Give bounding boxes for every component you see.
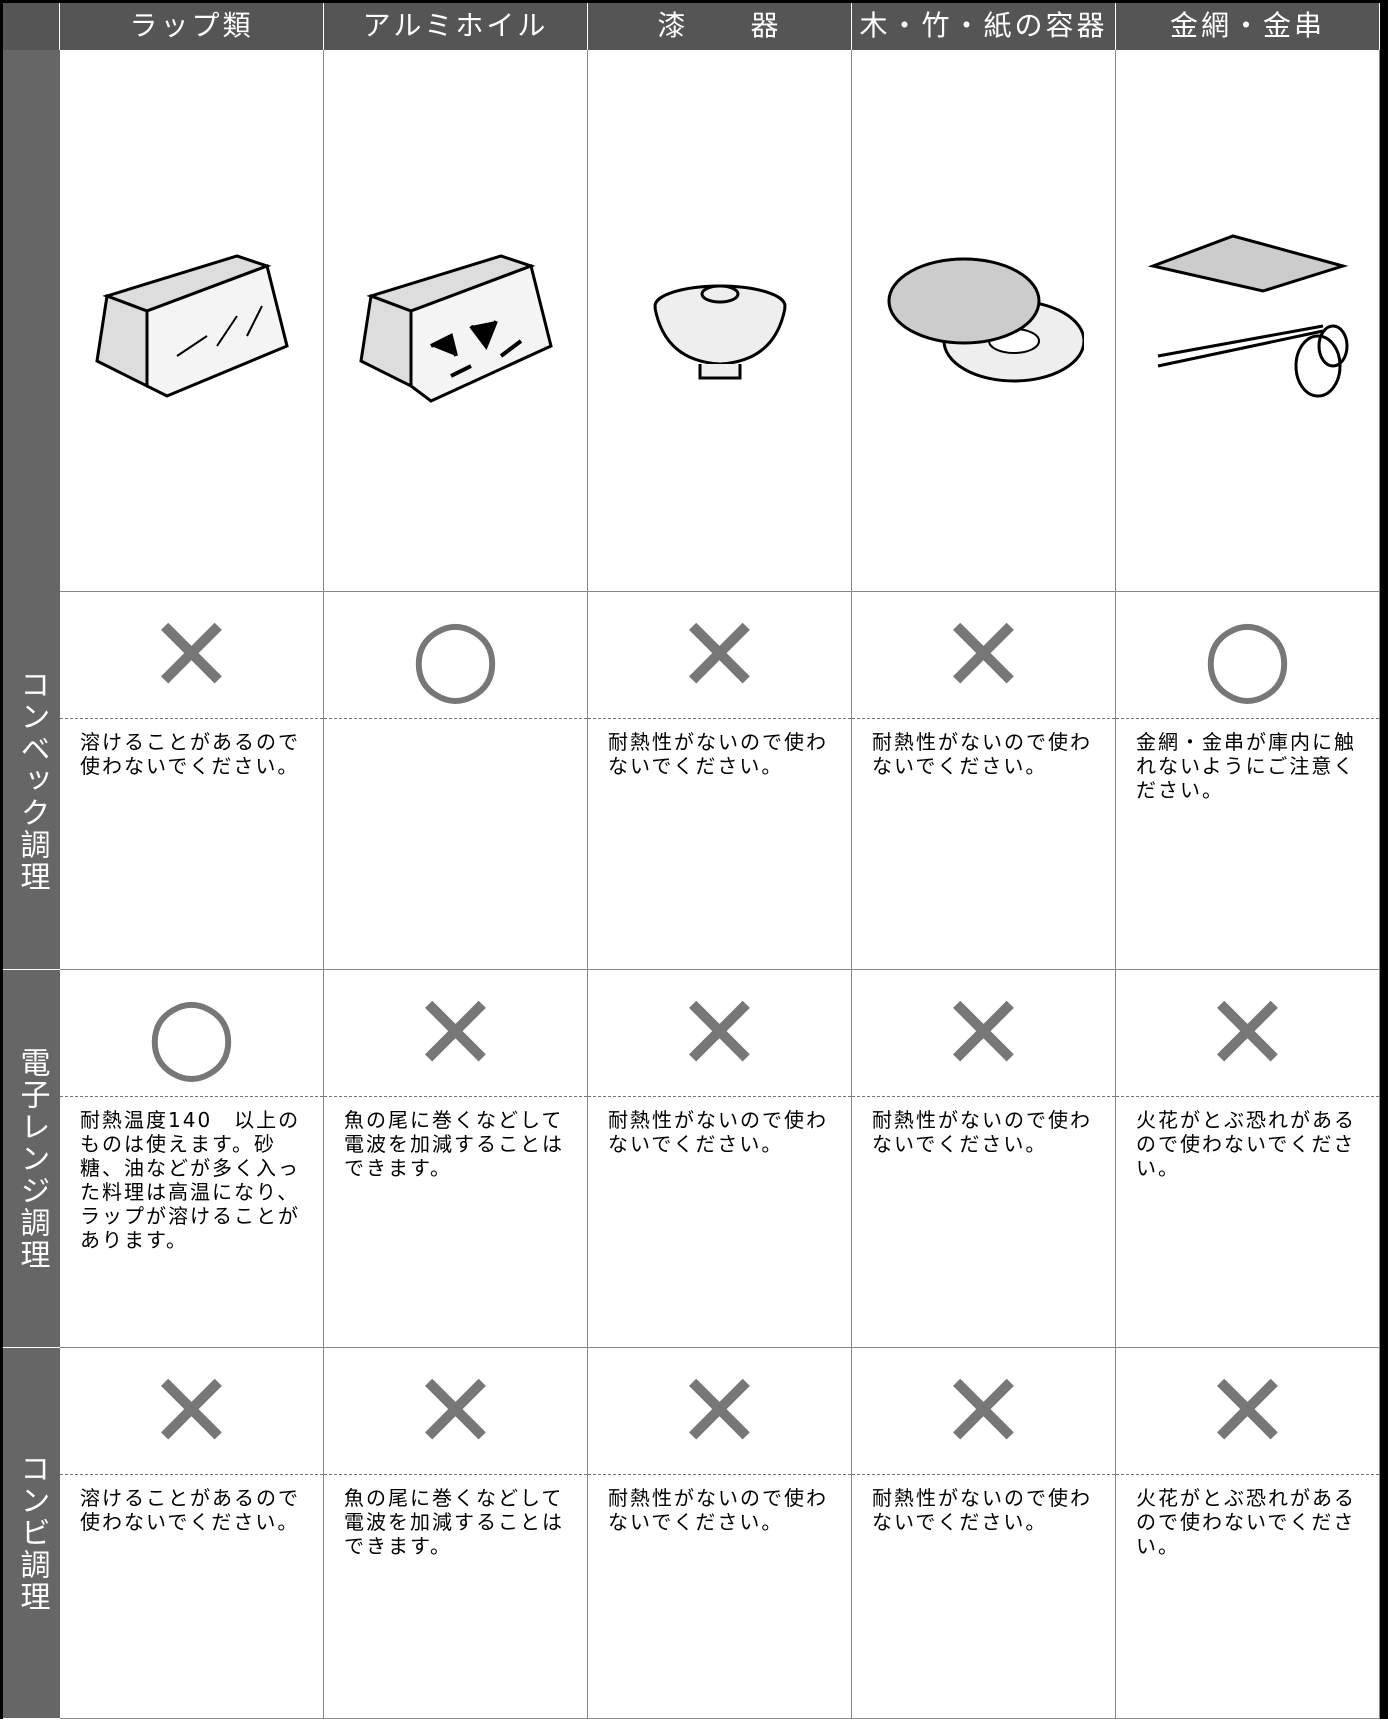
divider (60, 1474, 323, 1475)
illustration-cell (588, 50, 852, 592)
illustration (653, 284, 786, 379)
usage-note: 魚の尾に巻くなどして電波を加減することはできます。 (344, 1108, 564, 1180)
usage-cell: ✕ 魚の尾に巻くなどして電波を加減することはできます。 (324, 970, 588, 1348)
divider (588, 1474, 851, 1475)
usage-note: 火花がとぶ恐れがあるので使わないでください。 (1136, 1108, 1356, 1180)
column-header: 金網・金串 (1116, 3, 1380, 50)
availability-mark: ✕ (411, 972, 500, 1094)
illustration-cell (324, 50, 588, 592)
availability-mark: ○ (410, 594, 501, 716)
column-header: アルミホイル (324, 3, 588, 50)
illustration-cell (1116, 50, 1380, 592)
usage-cell: ○ 金網・金串が庫内に触れないようにご注意ください。 (1116, 592, 1380, 970)
usage-note: 溶けることがあるので使わないでください。 (80, 1486, 300, 1534)
column-header: 漆 器 (588, 3, 852, 50)
availability-mark: ✕ (1203, 972, 1292, 1094)
divider (1116, 1096, 1379, 1097)
divider (588, 1096, 851, 1097)
usage-note: 溶けることがあるので使わないでください。 (80, 730, 300, 778)
availability-mark: ✕ (939, 972, 1028, 1094)
usage-note: 耐熱性がないので使わないでください。 (608, 1486, 828, 1534)
usage-cell: ✕ 耐熱性がないので使わないでください。 (588, 970, 852, 1348)
row-label: 電子レンジ調理 (3, 970, 60, 1348)
divider (324, 1096, 587, 1097)
row-label: コンビ調理 (3, 1348, 60, 1719)
availability-mark: ✕ (675, 1350, 764, 1472)
usage-note: 耐熱性がないので使わないでください。 (872, 1486, 1092, 1534)
usage-cell: ✕ 溶けることがあるので使わないでください。 (60, 1348, 324, 1719)
usage-cell: ○ (324, 592, 588, 970)
usage-cell: ✕ 耐熱性がないので使わないでください。 (588, 592, 852, 970)
divider (1116, 1474, 1379, 1475)
column-header: ラップ類 (60, 3, 324, 50)
divider (60, 1096, 323, 1097)
divider (60, 718, 323, 719)
usage-cell: ✕ 溶けることがあるので使わないでください。 (60, 592, 324, 970)
availability-mark: ✕ (411, 1350, 500, 1472)
divider (1116, 718, 1379, 719)
usage-cell: ✕ 耐熱性がないので使わないでください。 (852, 970, 1116, 1348)
illustration (887, 257, 1084, 382)
usage-cell: ✕ 火花がとぶ恐れがあるので使わないでください。 (1116, 1348, 1380, 1719)
usage-note: 魚の尾に巻くなどして電波を加減することはできます。 (344, 1486, 564, 1558)
usage-cell: ✕ 火花がとぶ恐れがあるので使わないでください。 (1116, 970, 1380, 1348)
availability-mark: ✕ (147, 594, 236, 716)
divider (324, 718, 587, 719)
divider (588, 718, 851, 719)
usage-note: 耐熱性がないので使わないでください。 (608, 730, 828, 778)
illustration (94, 253, 289, 398)
availability-mark: ✕ (675, 972, 764, 1094)
availability-mark: ✕ (939, 594, 1028, 716)
divider (852, 1474, 1115, 1475)
header-corner (3, 3, 60, 50)
usage-note: 耐熱性がないので使わないでください。 (872, 730, 1092, 778)
availability-mark: ✕ (1203, 1350, 1292, 1472)
availability-mark: ✕ (147, 1350, 236, 1472)
usage-cell: ✕ 魚の尾に巻くなどして電波を加減することはできます。 (324, 1348, 588, 1719)
usage-note: 耐熱性がないので使わないでください。 (872, 1108, 1092, 1156)
availability-mark: ○ (146, 972, 237, 1094)
corner-image-side (3, 50, 60, 592)
usage-cell: ✕ 耐熱性がないので使わないでください。 (852, 1348, 1116, 1719)
availability-mark: ✕ (939, 1350, 1028, 1472)
divider (852, 1096, 1115, 1097)
divider (852, 718, 1115, 719)
illustration-cell (60, 50, 324, 592)
illustration-cell (852, 50, 1116, 592)
usage-note: 金網・金串が庫内に触れないようにご注意ください。 (1136, 730, 1356, 802)
usage-cell: ✕ 耐熱性がないので使わないでください。 (852, 592, 1116, 970)
illustration (1147, 233, 1348, 397)
usage-cell: ○ 耐熱温度140 以上のものは使えます。砂糖、油などが多く入った料理は高温になり… (60, 970, 324, 1348)
usage-cell: ✕ 耐熱性がないので使わないでください。 (588, 1348, 852, 1719)
row-label: コンベック調理 (3, 592, 60, 970)
availability-mark: ✕ (675, 594, 764, 716)
usage-note: 耐熱性がないので使わないでください。 (608, 1108, 828, 1156)
usage-note: 火花がとぶ恐れがあるので使わないでください。 (1136, 1486, 1356, 1558)
availability-mark: ○ (1202, 594, 1293, 716)
divider (324, 1474, 587, 1475)
column-header: 木・竹・紙の容器 (852, 3, 1116, 50)
usage-note: 耐熱温度140 以上のものは使えます。砂糖、油などが多く入った料理は高温になり、… (80, 1108, 301, 1252)
illustration (358, 253, 553, 403)
